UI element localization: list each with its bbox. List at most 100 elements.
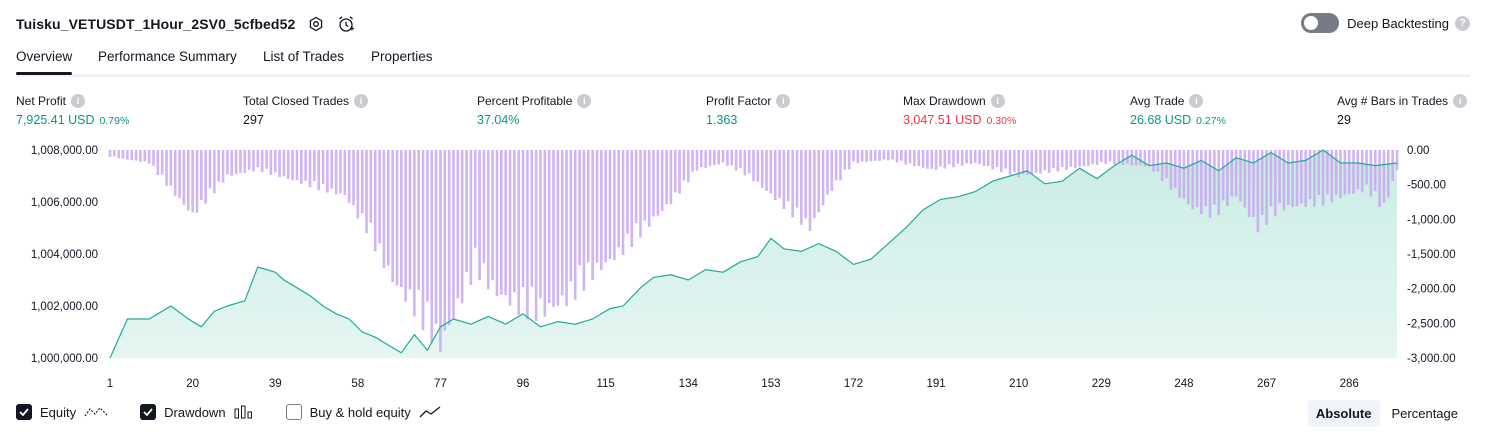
drawdown-bar bbox=[791, 150, 794, 218]
drawdown-bar bbox=[486, 150, 490, 290]
x-tick-label: 96 bbox=[517, 378, 530, 390]
drawdown-bar bbox=[173, 150, 177, 196]
tab-list-of-trades[interactable]: List of Trades bbox=[263, 49, 345, 64]
drawdown-bar bbox=[1104, 150, 1107, 164]
metric-net-profit: Net Profit i 7,925.41 USD 0.79% bbox=[16, 94, 129, 127]
tab-overview[interactable]: Overview bbox=[16, 49, 73, 75]
drawdown-bar bbox=[1121, 150, 1125, 165]
drawdown-bar bbox=[1252, 150, 1255, 217]
drawdown-bar bbox=[195, 150, 199, 213]
metric-percent: 0.27% bbox=[1196, 115, 1226, 127]
y-right-tick-label: 0.00 bbox=[1407, 145, 1429, 157]
drawdown-bar bbox=[691, 150, 694, 172]
drawdown-bar bbox=[386, 150, 390, 266]
legend-buy-hold-equity[interactable]: Buy & hold equity bbox=[285, 404, 441, 420]
info-icon[interactable]: i bbox=[1189, 94, 1204, 108]
deep-backtesting-toggle[interactable] bbox=[1301, 13, 1340, 33]
legend-drawdown[interactable]: Drawdown bbox=[140, 404, 253, 420]
drawdown-bar bbox=[339, 150, 342, 194]
drawdown-bar bbox=[278, 150, 281, 178]
drawdown-bar bbox=[1065, 150, 1068, 170]
drawdown-bar bbox=[991, 150, 994, 170]
equity-drawdown-chart[interactable]: 1,000,000.00 1,002,000.00 1,004,000.00 1,00… bbox=[0, 140, 1486, 395]
drawdown-bar bbox=[1304, 150, 1307, 207]
drawdown-bar bbox=[591, 150, 594, 281]
drawdown-bar bbox=[226, 150, 229, 175]
drawdown-bar bbox=[169, 150, 173, 186]
drawdown-bar bbox=[1156, 150, 1160, 172]
metric-label: Avg # Bars in Trades bbox=[1337, 94, 1449, 108]
help-question-icon[interactable]: ? bbox=[1455, 15, 1470, 31]
drawdown-bar bbox=[178, 150, 181, 198]
drawdown-bar bbox=[1195, 150, 1199, 208]
drawdown-bar bbox=[665, 150, 668, 205]
drawdown-bar bbox=[526, 150, 529, 320]
tab-bar: Overview Performance Summary List of Tra… bbox=[16, 44, 1470, 77]
drawdown-bar bbox=[634, 150, 638, 224]
buy-hold-checkbox[interactable] bbox=[285, 404, 302, 420]
drawdown-bar bbox=[960, 150, 964, 166]
drawdown-bar bbox=[439, 150, 442, 352]
info-icon[interactable]: i bbox=[990, 94, 1005, 108]
x-tick-label: 39 bbox=[269, 378, 282, 390]
drawdown-bar bbox=[926, 150, 929, 169]
drawdown-bar bbox=[1147, 150, 1151, 165]
tab-performance-summary[interactable]: Performance Summary bbox=[98, 49, 237, 64]
info-icon[interactable]: i bbox=[776, 94, 791, 108]
y-right-tick-label: -3,000.00 bbox=[1407, 353, 1456, 365]
drawdown-bar bbox=[826, 150, 829, 195]
drawdown-bar bbox=[304, 150, 307, 181]
y-left-tick-label: 1,000,000.00 bbox=[31, 353, 98, 365]
drawdown-bar bbox=[256, 150, 260, 168]
drawdown-bar bbox=[943, 150, 947, 169]
drawdown-bar bbox=[426, 150, 429, 302]
strategy-title: Tuisku_VETUSDT_1Hour_2SV0_5cfbed52 bbox=[16, 16, 296, 32]
drawdown-bar bbox=[726, 150, 729, 166]
info-icon[interactable]: i bbox=[1453, 94, 1468, 108]
drawdown-bar bbox=[1217, 150, 1221, 216]
drawdown-bar bbox=[956, 150, 960, 164]
drawdown-bar bbox=[847, 150, 851, 170]
mode-absolute-button[interactable]: Absolute bbox=[1307, 400, 1380, 427]
y-left-tick-label: 1,006,000.00 bbox=[31, 197, 98, 209]
info-icon[interactable]: i bbox=[577, 94, 592, 108]
drawdown-bar bbox=[1060, 150, 1064, 167]
drawdown-bar bbox=[147, 150, 151, 164]
drawdown-bar bbox=[739, 150, 742, 169]
drawdown-checkbox[interactable] bbox=[140, 404, 157, 420]
legend-equity[interactable]: Equity bbox=[16, 404, 108, 420]
drawdown-bar bbox=[500, 150, 503, 295]
equity-checkbox[interactable] bbox=[16, 404, 32, 420]
info-icon[interactable]: i bbox=[354, 94, 369, 108]
tab-properties[interactable]: Properties bbox=[371, 49, 433, 64]
drawdown-bar bbox=[295, 150, 299, 181]
drawdown-bar bbox=[1169, 150, 1173, 190]
drawdown-bar bbox=[643, 150, 647, 221]
drawdown-bar bbox=[269, 150, 273, 175]
drawdown-bar bbox=[430, 150, 434, 343]
drawdown-bar bbox=[656, 150, 660, 216]
mode-percentage-button[interactable]: Percentage bbox=[1391, 406, 1459, 421]
alarm-clock-icon[interactable] bbox=[337, 15, 355, 33]
drawdown-bars-icon bbox=[234, 405, 254, 419]
drawdown-bar bbox=[1339, 150, 1342, 199]
drawdown-bar bbox=[886, 150, 890, 161]
drawdown-bar bbox=[317, 150, 321, 191]
drawdown-bar bbox=[708, 150, 712, 166]
drawdown-bar bbox=[230, 150, 234, 176]
drawdown-bar bbox=[352, 150, 355, 206]
drawdown-bar bbox=[752, 150, 755, 182]
drawdown-bar bbox=[1173, 150, 1177, 189]
settings-gear-icon[interactable] bbox=[307, 15, 325, 33]
drawdown-bar bbox=[743, 150, 747, 176]
info-icon[interactable]: i bbox=[71, 94, 86, 108]
drawdown-bar bbox=[930, 150, 934, 169]
drawdown-bar bbox=[495, 150, 499, 296]
y-left-tick-label: 1,002,000.00 bbox=[31, 301, 98, 313]
x-tick-label: 77 bbox=[434, 378, 447, 390]
drawdown-bar bbox=[130, 150, 134, 161]
drawdown-bar bbox=[613, 150, 616, 261]
drawdown-bar bbox=[965, 150, 968, 164]
drawdown-bar bbox=[800, 150, 803, 225]
drawdown-bar bbox=[1278, 150, 1281, 204]
